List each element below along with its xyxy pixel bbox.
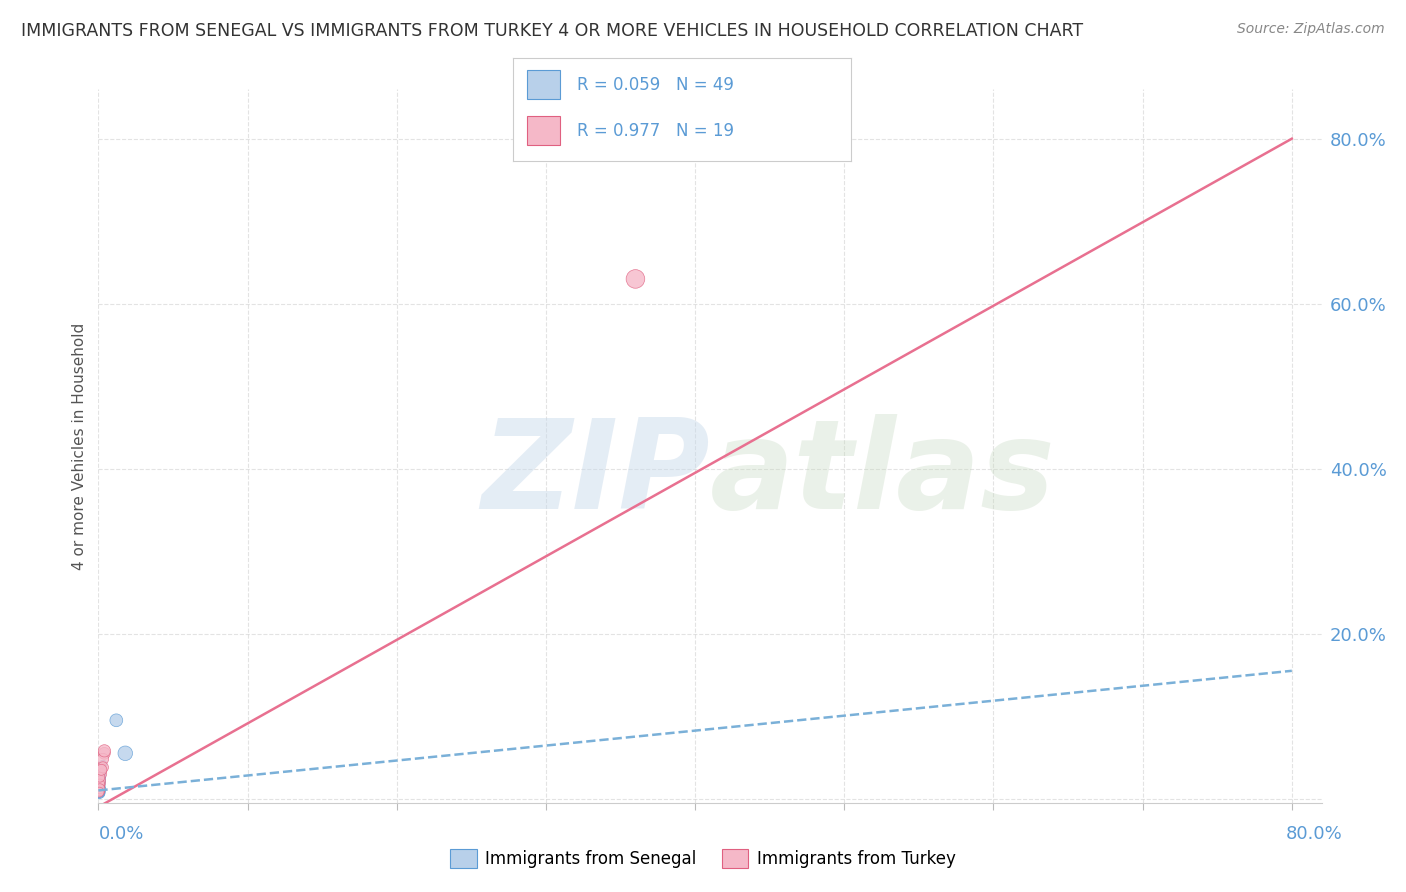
Point (89, 781, 111, 796)
Point (90, 769, 112, 783)
Text: R = 0.977   N = 19: R = 0.977 N = 19 (578, 122, 734, 140)
Text: R = 0.059   N = 49: R = 0.059 N = 49 (578, 76, 734, 94)
Point (89, 776, 111, 790)
FancyBboxPatch shape (527, 70, 561, 99)
Point (89, 776, 111, 790)
Point (89, 780, 111, 794)
Point (89, 781, 111, 796)
Point (89, 777, 111, 791)
Point (93, 744, 115, 758)
Point (89, 770, 111, 784)
Point (89, 780, 111, 794)
Point (89, 777, 111, 791)
Point (90, 767, 112, 781)
Point (89, 786, 111, 800)
Point (89, 780, 111, 794)
Point (90, 772, 112, 787)
Point (90, 763, 112, 777)
Point (89, 783, 111, 797)
Point (89, 778, 111, 792)
Point (90, 760, 112, 774)
Point (89, 785, 111, 799)
Point (91, 760, 114, 774)
Text: atlas: atlas (710, 414, 1056, 535)
Point (89, 780, 111, 794)
Point (89, 780, 111, 794)
Point (114, 747, 136, 761)
Point (90, 767, 112, 781)
Point (90, 773, 112, 788)
Text: ZIP: ZIP (481, 414, 710, 535)
Point (89, 785, 111, 799)
Point (91, 752, 114, 766)
Point (89, 773, 111, 788)
Point (90, 772, 112, 787)
Point (93, 747, 115, 761)
Point (90, 772, 112, 786)
Point (105, 714, 128, 728)
Point (89, 785, 111, 799)
Text: Source: ZipAtlas.com: Source: ZipAtlas.com (1237, 22, 1385, 37)
Point (89, 774, 111, 789)
Legend: Immigrants from Senegal, Immigrants from Turkey: Immigrants from Senegal, Immigrants from… (444, 843, 962, 875)
Point (89, 778, 111, 792)
Point (89, 785, 111, 799)
Point (624, 272, 647, 286)
Point (89, 783, 111, 797)
Point (89, 785, 111, 799)
Point (89, 777, 111, 791)
Point (91, 757, 114, 772)
Point (90, 768, 112, 782)
Point (89, 782, 111, 797)
Point (89, 784, 111, 798)
Point (90, 763, 112, 777)
Point (90, 774, 112, 789)
Point (89, 778, 111, 792)
FancyBboxPatch shape (527, 117, 561, 145)
Point (90, 768, 112, 782)
Point (89, 775, 111, 789)
Point (89, 783, 111, 797)
Point (89, 783, 111, 797)
Point (89, 779, 111, 793)
Point (90, 765, 112, 780)
Point (89, 779, 111, 793)
Text: IMMIGRANTS FROM SENEGAL VS IMMIGRANTS FROM TURKEY 4 OR MORE VEHICLES IN HOUSEHOL: IMMIGRANTS FROM SENEGAL VS IMMIGRANTS FR… (21, 22, 1083, 40)
Y-axis label: 4 or more Vehicles in Household: 4 or more Vehicles in Household (72, 322, 87, 570)
Point (89, 781, 111, 796)
Point (89, 784, 111, 798)
Point (89, 780, 111, 794)
Point (89, 780, 111, 795)
Point (90, 766, 112, 780)
Point (90, 771, 112, 785)
Point (89, 780, 111, 795)
Text: 0.0%: 0.0% (98, 825, 143, 843)
Point (90, 770, 112, 784)
Point (89, 783, 111, 797)
Point (89, 785, 111, 799)
Point (89, 784, 111, 798)
Point (90, 773, 112, 788)
Text: 80.0%: 80.0% (1286, 825, 1343, 843)
Point (89, 786, 111, 800)
